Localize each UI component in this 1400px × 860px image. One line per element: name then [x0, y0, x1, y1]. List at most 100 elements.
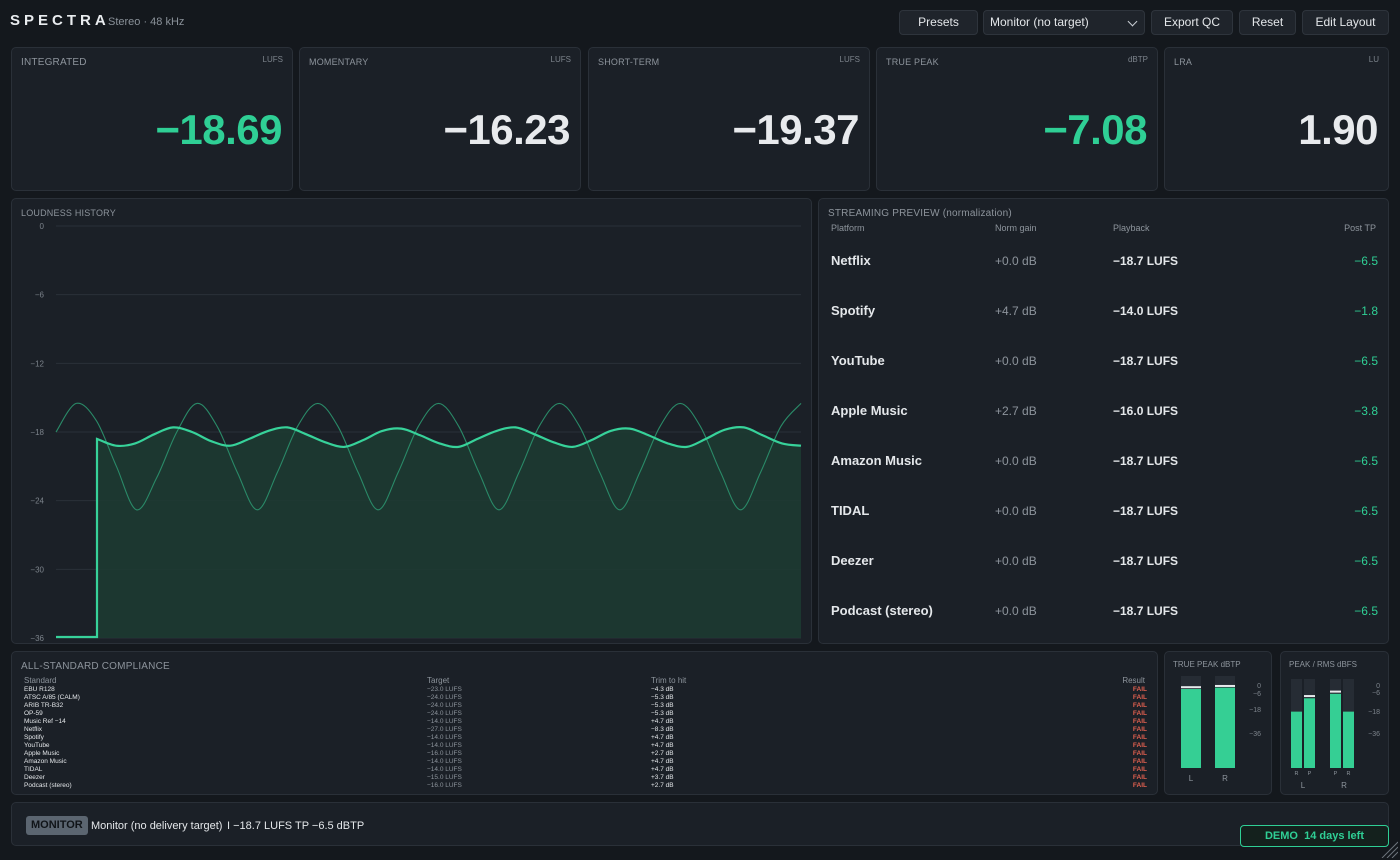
- platform-name: Spotify: [831, 303, 876, 318]
- meter-scale-label: −18: [1368, 709, 1380, 716]
- norm-gain-value: +0.0 dB: [995, 254, 1037, 268]
- true-peak-meter-graphic: L R 0−6 −18 −36: [1181, 676, 1261, 783]
- footer-true-peak: TP −6.5 dBTP: [295, 820, 365, 832]
- norm-gain-value: +2.7 dB: [995, 404, 1037, 418]
- trim-value: +4.7 dB: [651, 766, 674, 773]
- trim-value: +2.7 dB: [651, 750, 674, 757]
- trim-value: −8.3 dB: [651, 726, 674, 733]
- playback-value: −16.0 LUFS: [1113, 404, 1179, 418]
- chevron-down-icon: [1127, 16, 1138, 27]
- y-tick-label: −30: [30, 565, 44, 574]
- target-value: −14.0 LUFS: [427, 742, 462, 749]
- target-value: −24.0 LUFS: [427, 702, 462, 709]
- app-logo: SPECTRA: [10, 12, 110, 29]
- post-tp-value: −1.8: [1354, 304, 1378, 318]
- y-tick-label: −12: [30, 359, 44, 368]
- mode-badge[interactable]: MONITOR: [26, 816, 88, 835]
- norm-gain-value: +0.0 dB: [995, 354, 1037, 368]
- presets-button[interactable]: Presets: [899, 10, 978, 35]
- footer-integrated: I −18.7 LUFS: [227, 820, 293, 832]
- playback-value: −14.0 LUFS: [1113, 304, 1179, 318]
- compliance-row: OP-59 −24.0 LUFS −5.3 dB FAIL: [12, 710, 1159, 718]
- lra-meter-card: LRA LU 1.90: [1164, 47, 1389, 191]
- target-value: −14.0 LUFS: [427, 766, 462, 773]
- meter-bar: [1330, 693, 1341, 768]
- standard-name: TIDAL: [24, 766, 43, 773]
- monitor-target-value: Monitor (no target): [990, 15, 1089, 29]
- streaming-row: Deezer +0.0 dB −18.7 LUFS −6.5: [819, 545, 1390, 575]
- platform-column-header: Platform: [831, 223, 865, 233]
- standard-column-header: Standard: [24, 676, 57, 685]
- demo-badge[interactable]: DEMO 14 days left: [1240, 825, 1389, 847]
- y-tick-label: −6: [35, 291, 45, 300]
- post-tp-value: −6.5: [1354, 604, 1378, 618]
- post-tp-value: −6.5: [1354, 554, 1378, 568]
- compliance-row: Spotify −14.0 LUFS +4.7 dB FAIL: [12, 734, 1159, 742]
- true-peak-unit: dBTP: [1127, 55, 1148, 64]
- playback-value: −18.7 LUFS: [1113, 504, 1179, 518]
- compliance-row: YouTube −14.0 LUFS +4.7 dB FAIL: [12, 742, 1159, 750]
- streaming-row: YouTube +0.0 dB −18.7 LUFS −6.5: [819, 345, 1390, 375]
- playback-value: −18.7 LUFS: [1113, 454, 1179, 468]
- target-value: −14.0 LUFS: [427, 758, 462, 765]
- peak-hold-marker: [1181, 686, 1201, 689]
- post-tp-column-header: Post TP: [1344, 223, 1376, 233]
- platform-name: Deezer: [831, 553, 874, 568]
- peak-hold-marker: [1215, 684, 1235, 687]
- compliance-row: EBU R128 −23.0 LUFS −4.3 dB FAIL: [12, 686, 1159, 694]
- meter-scale-label: −18: [1249, 707, 1261, 714]
- trim-value: −5.3 dB: [651, 710, 674, 717]
- target-value: −14.0 LUFS: [427, 734, 462, 741]
- trim-value: +3.7 dB: [651, 774, 674, 781]
- result-badge: FAIL: [1132, 782, 1147, 789]
- compliance-panel: ALL-STANDARD COMPLIANCE Standard Target …: [11, 651, 1158, 795]
- playback-column-header: Playback: [1113, 223, 1150, 233]
- meter-bar: [1215, 687, 1235, 768]
- result-badge: FAIL: [1132, 766, 1147, 773]
- compliance-row: Netflix −27.0 LUFS −8.3 dB FAIL: [12, 726, 1159, 734]
- lra-unit: LU: [1368, 55, 1379, 64]
- lra-label: LRA: [1174, 57, 1193, 67]
- meter-bar: [1291, 711, 1302, 768]
- export-qc-button[interactable]: Export QC: [1151, 10, 1233, 35]
- loudness-history-chart: 0 −6 −12 −18 −24 −30 −36: [30, 222, 802, 643]
- short-term-area: [56, 427, 801, 638]
- trim-value: +4.7 dB: [651, 742, 674, 749]
- result-badge: FAIL: [1132, 702, 1147, 709]
- platform-name: Amazon Music: [831, 453, 923, 468]
- result-badge: FAIL: [1132, 774, 1147, 781]
- compliance-row: TIDAL −14.0 LUFS +4.7 dB FAIL: [12, 766, 1159, 774]
- target-value: −24.0 LUFS: [427, 710, 462, 717]
- target-value: −24.0 LUFS: [427, 694, 462, 701]
- target-value: −23.0 LUFS: [427, 686, 462, 693]
- platform-name: Apple Music: [831, 403, 908, 418]
- post-tp-value: −6.5: [1354, 454, 1378, 468]
- playback-value: −18.7 LUFS: [1113, 604, 1179, 618]
- platform-name: Netflix: [831, 253, 871, 268]
- meter-scale-label: −6: [1253, 691, 1261, 698]
- edit-layout-button[interactable]: Edit Layout: [1302, 10, 1389, 35]
- true-peak-meter-card: TRUE PEAK dBTP −7.08: [876, 47, 1158, 191]
- channel-label: L: [1301, 781, 1306, 790]
- peak-hold-marker: [1304, 695, 1315, 698]
- resize-grip-icon[interactable]: [1380, 840, 1398, 858]
- y-tick-label: −18: [30, 428, 44, 437]
- integrated-label: INTEGRATED: [21, 57, 87, 68]
- post-tp-value: −6.5: [1354, 504, 1378, 518]
- target-value: −16.0 LUFS: [427, 750, 462, 757]
- compliance-row: Amazon Music −14.0 LUFS +4.7 dB FAIL: [12, 758, 1159, 766]
- norm-gain-value: +0.0 dB: [995, 454, 1037, 468]
- compliance-title: ALL-STANDARD COMPLIANCE: [21, 661, 170, 672]
- target-value: −14.0 LUFS: [427, 718, 462, 725]
- playback-value: −18.7 LUFS: [1113, 354, 1179, 368]
- monitor-target-select[interactable]: Monitor (no target): [983, 10, 1145, 35]
- platform-name: YouTube: [831, 353, 885, 368]
- status-footer: MONITOR Monitor (no delivery target) I −…: [11, 802, 1389, 847]
- standard-name: Spotify: [24, 734, 44, 741]
- meter-bar: [1181, 689, 1201, 768]
- streaming-row: Podcast (stereo) +0.0 dB −18.7 LUFS −6.5: [819, 595, 1390, 625]
- momentary-unit: LUFS: [550, 55, 571, 64]
- standard-name: Netflix: [24, 726, 43, 733]
- momentary-meter-card: MOMENTARY LUFS −16.23: [299, 47, 581, 191]
- reset-button[interactable]: Reset: [1239, 10, 1296, 35]
